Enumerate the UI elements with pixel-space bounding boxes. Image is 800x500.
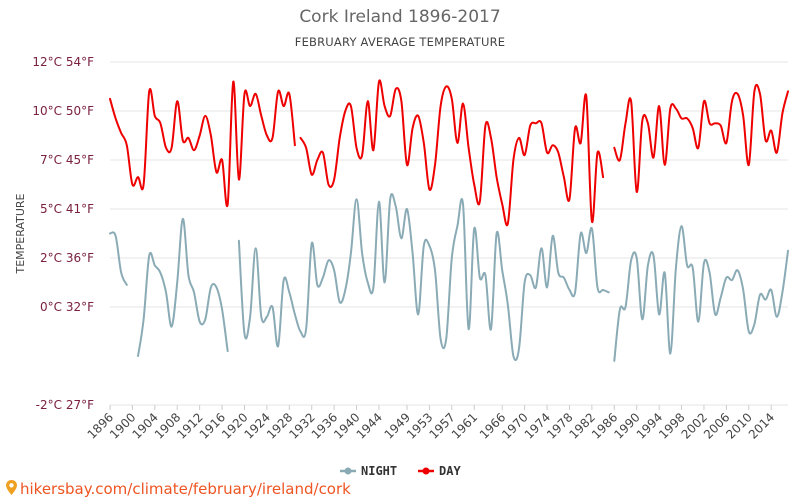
source-url[interactable]: hikersbay.com/climate/february/ireland/c…	[20, 480, 351, 498]
source-link[interactable]: hikersbay.com/climate/february/ireland/c…	[6, 480, 351, 498]
legend-marker	[422, 467, 430, 475]
y-tick-label: 2°C 36°F	[40, 251, 94, 265]
legend-label: NIGHT	[361, 464, 397, 478]
y-tick-label: 0°C 32°F	[40, 300, 94, 314]
y-tick-label: 5°C 41°F	[40, 202, 94, 216]
chart-subtitle: FEBRUARY AVERAGE TEMPERATURE	[294, 35, 506, 49]
grid-lines	[110, 61, 788, 406]
x-tick-label: 1944	[354, 410, 385, 441]
legend-marker	[344, 467, 352, 475]
y-axis-ticks: 12°C 54°F 10°C 50°F 7°C 45°F 5°C 41°F 2°C 36…	[32, 55, 94, 412]
series-line-night	[237, 193, 610, 362]
legend[interactable]: NIGHT DAY	[340, 464, 461, 478]
legend-item-night[interactable]: NIGHT	[340, 464, 397, 478]
series-line-night	[613, 225, 789, 362]
series-lines	[109, 79, 789, 362]
x-tick-label: 1961	[449, 410, 480, 441]
x-axis-ticks: 1896190019041908191219161920192419281932…	[85, 405, 777, 442]
series-line-day	[299, 79, 605, 227]
series-line-night	[109, 231, 128, 286]
series-line-night	[137, 217, 229, 357]
series-line-day	[109, 80, 296, 208]
chart-title: Cork Ireland 1896-2017	[299, 7, 501, 27]
x-tick-label: 2014	[746, 410, 777, 441]
y-tick-label: 10°C 50°F	[32, 104, 94, 118]
map-pin-icon	[6, 480, 17, 498]
legend-item-day[interactable]: DAY	[418, 464, 461, 478]
y-tick-label: 12°C 54°F	[32, 55, 94, 69]
y-tick-label: 7°C 45°F	[40, 153, 94, 167]
y-axis-label: TEMPERATURE	[14, 193, 27, 274]
y-tick-label: -2°C 27°F	[36, 398, 94, 412]
legend-label: DAY	[439, 464, 461, 478]
series-line-day-2	[613, 83, 789, 193]
